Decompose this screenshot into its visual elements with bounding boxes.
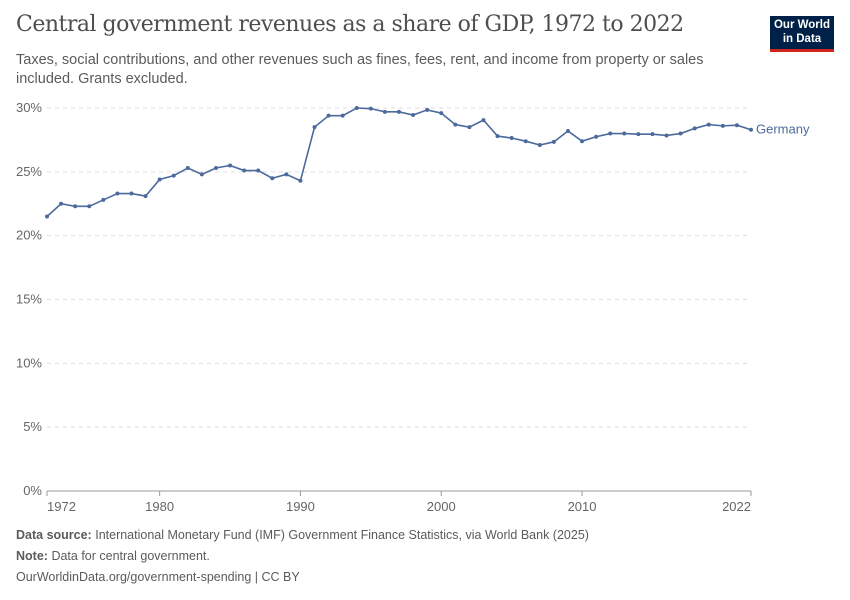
data-point: [664, 133, 669, 138]
y-tick-label: 20%: [16, 228, 42, 243]
data-point: [537, 143, 542, 148]
y-tick-label: 15%: [16, 292, 42, 307]
note-text: Data for central government.: [51, 549, 210, 563]
data-point: [59, 201, 64, 206]
data-point: [523, 139, 528, 144]
y-tick-label: 0%: [23, 483, 42, 498]
data-point: [185, 166, 190, 171]
series-line-germany: [46, 107, 752, 218]
x-tick-label: 1980: [145, 499, 174, 514]
data-point: [298, 178, 303, 183]
data-point: [228, 163, 233, 168]
data-point: [495, 134, 500, 139]
data-point: [101, 197, 106, 202]
data-point: [467, 125, 472, 130]
data-point: [678, 131, 683, 136]
data-point: [199, 172, 204, 177]
data-point: [157, 177, 162, 182]
data-point: [706, 122, 711, 127]
data-point: [340, 113, 345, 118]
data-point: [242, 168, 247, 173]
owid-logo[interactable]: Our World in Data: [770, 16, 834, 52]
data-point: [594, 134, 599, 139]
data-point: [171, 173, 176, 178]
data-point: [425, 107, 430, 112]
data-point: [213, 166, 218, 171]
data-point: [622, 131, 627, 136]
logo-line-2: in Data: [782, 33, 822, 45]
chart-subtitle: Taxes, social contributions, and other r…: [16, 52, 704, 87]
data-point: [129, 191, 134, 196]
data-point: [45, 214, 49, 219]
data-point: [368, 106, 373, 111]
note-label: Note:: [16, 549, 48, 563]
data-point: [270, 176, 275, 181]
y-tick-label: 30%: [16, 100, 42, 115]
data-point: [692, 126, 697, 131]
note: Note: Data for central government.: [16, 549, 210, 563]
logo-line-1: Our World: [773, 19, 830, 31]
data-point: [551, 139, 556, 144]
data-point: [439, 111, 444, 116]
data-point: [312, 125, 317, 130]
y-tick-label: 25%: [16, 164, 42, 179]
y-tick-label: 10%: [16, 355, 42, 370]
x-tick-label: 1972: [47, 499, 76, 514]
data-point: [481, 118, 486, 123]
data-point: [580, 139, 585, 144]
data-point: [509, 136, 514, 141]
series-label-germany: Germany: [756, 122, 810, 137]
data-point: [636, 132, 641, 137]
data-point: [143, 194, 148, 199]
chart-title: Central government revenues as a share o…: [16, 12, 684, 37]
data-point: [256, 168, 261, 173]
y-tick-label: 5%: [23, 419, 42, 434]
x-tick-label: 2000: [427, 499, 456, 514]
data-point: [720, 123, 725, 128]
x-tick-label: 2010: [568, 499, 597, 514]
data-point: [354, 106, 359, 110]
data-point: [326, 113, 331, 118]
data-point: [453, 122, 458, 127]
data-point: [87, 204, 92, 209]
data-point: [382, 109, 387, 114]
data-point: [397, 109, 401, 114]
source-text: International Monetary Fund (IMF) Govern…: [95, 528, 589, 542]
data-point: [284, 172, 289, 177]
x-tick-label: 2022: [722, 499, 751, 514]
data-point: [565, 128, 570, 133]
data-point: [608, 131, 613, 136]
source-url[interactable]: OurWorldinData.org/government-spending |…: [16, 570, 300, 584]
data-point: [115, 191, 120, 196]
x-tick-label: 1990: [286, 499, 315, 514]
data-point: [650, 132, 655, 137]
data-point: [73, 204, 78, 209]
data-point: [734, 123, 739, 128]
data-point: [749, 127, 753, 132]
data-source: Data source: International Monetary Fund…: [16, 528, 589, 542]
source-label: Data source:: [16, 528, 92, 542]
data-point: [411, 113, 416, 118]
